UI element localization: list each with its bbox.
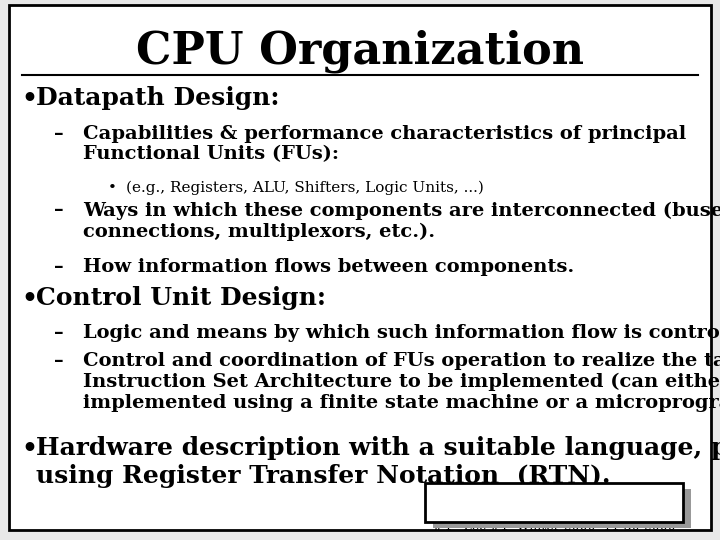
Text: Hardware description with a suitable language, possibly
using Register Transfer : Hardware description with a suitable lan… xyxy=(36,436,720,488)
Text: •: • xyxy=(22,286,37,309)
Text: (e.g., Registers, ALU, Shifters, Logic Units, ...): (e.g., Registers, ALU, Shifters, Logic U… xyxy=(126,181,484,195)
Text: –: – xyxy=(54,258,63,275)
Text: Datapath Design:: Datapath Design: xyxy=(36,86,279,110)
Text: •: • xyxy=(22,436,37,460)
Text: Capabilities & performance characteristics of principal
Functional Units (FUs):: Capabilities & performance characteristi… xyxy=(83,125,686,164)
Text: Control and coordination of FUs operation to realize the targeted
Instruction Se: Control and coordination of FUs operatio… xyxy=(83,352,720,412)
Text: –: – xyxy=(54,352,63,370)
Text: EECC551 - Shaaban: EECC551 - Shaaban xyxy=(446,487,663,505)
Text: #4   Lec #1  Winter 2000  11-30-2000: #4 Lec #1 Winter 2000 11-30-2000 xyxy=(433,520,675,533)
Text: –: – xyxy=(54,201,63,219)
Text: –: – xyxy=(54,125,63,143)
Text: Logic and means by which such information flow is controlled.: Logic and means by which such informatio… xyxy=(83,324,720,342)
Text: –: – xyxy=(54,324,63,342)
Text: •: • xyxy=(22,86,37,110)
Text: How information flows between components.: How information flows between components… xyxy=(83,258,574,275)
Text: •: • xyxy=(108,181,117,195)
Text: Ways in which these components are interconnected (buses
connections, multiplexo: Ways in which these components are inter… xyxy=(83,201,720,241)
Text: CPU Organization: CPU Organization xyxy=(136,30,584,73)
Text: Control Unit Design:: Control Unit Design: xyxy=(36,286,326,309)
